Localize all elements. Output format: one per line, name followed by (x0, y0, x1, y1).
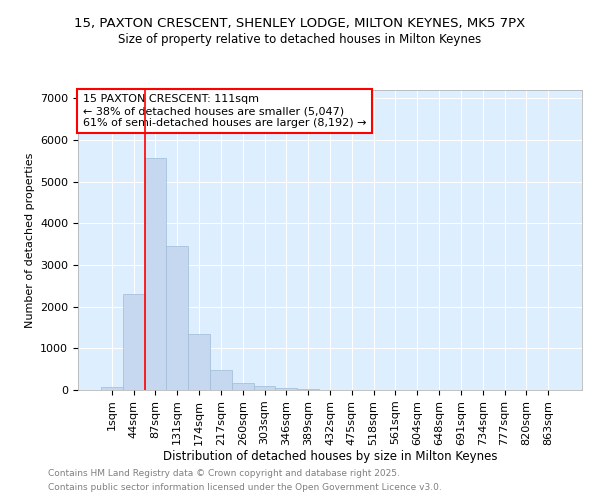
Text: Size of property relative to detached houses in Milton Keynes: Size of property relative to detached ho… (118, 32, 482, 46)
Text: 15, PAXTON CRESCENT, SHENLEY LODGE, MILTON KEYNES, MK5 7PX: 15, PAXTON CRESCENT, SHENLEY LODGE, MILT… (74, 18, 526, 30)
Bar (210, 370, 232, 390)
Y-axis label: Number of detached properties: Number of detached properties (25, 152, 35, 328)
Bar (123, 294, 145, 390)
Bar (166, 246, 188, 390)
Bar (254, 386, 275, 390)
Text: Contains public sector information licensed under the Open Government Licence v3: Contains public sector information licen… (48, 484, 442, 492)
Text: Contains HM Land Registry data © Crown copyright and database right 2025.: Contains HM Land Registry data © Crown c… (48, 468, 400, 477)
Bar (297, 389, 319, 390)
Bar (101, 387, 123, 390)
Bar (188, 334, 210, 390)
X-axis label: Distribution of detached houses by size in Milton Keynes: Distribution of detached houses by size … (163, 450, 497, 464)
Bar (145, 158, 166, 390)
Text: 15 PAXTON CRESCENT: 111sqm
← 38% of detached houses are smaller (5,047)
61% of s: 15 PAXTON CRESCENT: 111sqm ← 38% of deta… (83, 94, 367, 128)
Bar (232, 383, 254, 390)
Bar (275, 388, 297, 390)
